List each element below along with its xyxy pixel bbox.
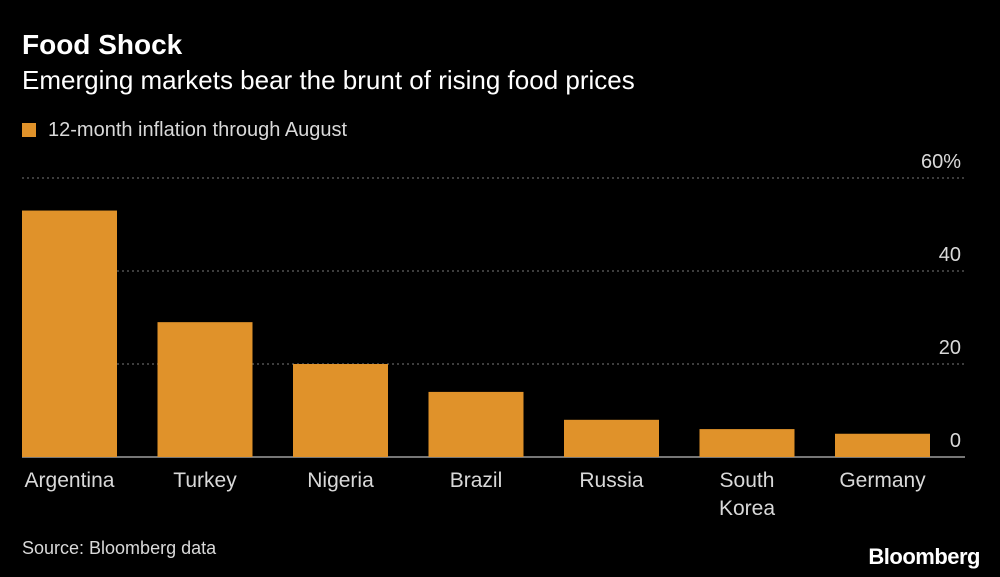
chart-subtitle: Emerging markets bear the brunt of risin… <box>22 65 635 95</box>
bar-layer <box>22 210 930 457</box>
y-tick-label: 0 <box>950 430 961 452</box>
source-note: Source: Bloomberg data <box>22 538 217 558</box>
legend-swatch <box>22 123 36 137</box>
bar <box>835 433 930 457</box>
x-tick-label: Germany <box>839 469 926 492</box>
bar <box>157 322 253 457</box>
x-tick-label: Russia <box>579 469 644 492</box>
bloomberg-logo: Bloomberg <box>868 544 980 569</box>
x-tick-label: Nigeria <box>307 469 374 492</box>
legend: 12-month inflation through August <box>22 118 347 142</box>
label-layer: 0 20 40 60% Argentina Turkey Nigeria Brazil Russ… <box>25 151 962 520</box>
y-tick-label: 60% <box>921 151 961 173</box>
bar <box>428 391 524 457</box>
x-tick-label: Korea <box>719 497 775 520</box>
x-tick-label: Brazil <box>450 469 503 492</box>
bar <box>699 429 795 457</box>
legend-label: 12-month inflation through August <box>48 118 348 141</box>
bar <box>22 210 117 457</box>
x-tick-label: South <box>720 469 775 492</box>
y-tick-label: 20 <box>939 337 961 359</box>
x-tick-label: Turkey <box>173 469 237 492</box>
x-tick-label: Argentina <box>25 469 115 492</box>
y-tick-label: 40 <box>939 244 961 266</box>
bar <box>293 364 388 457</box>
bar <box>564 419 659 457</box>
chart-title: Food Shock <box>22 29 183 60</box>
